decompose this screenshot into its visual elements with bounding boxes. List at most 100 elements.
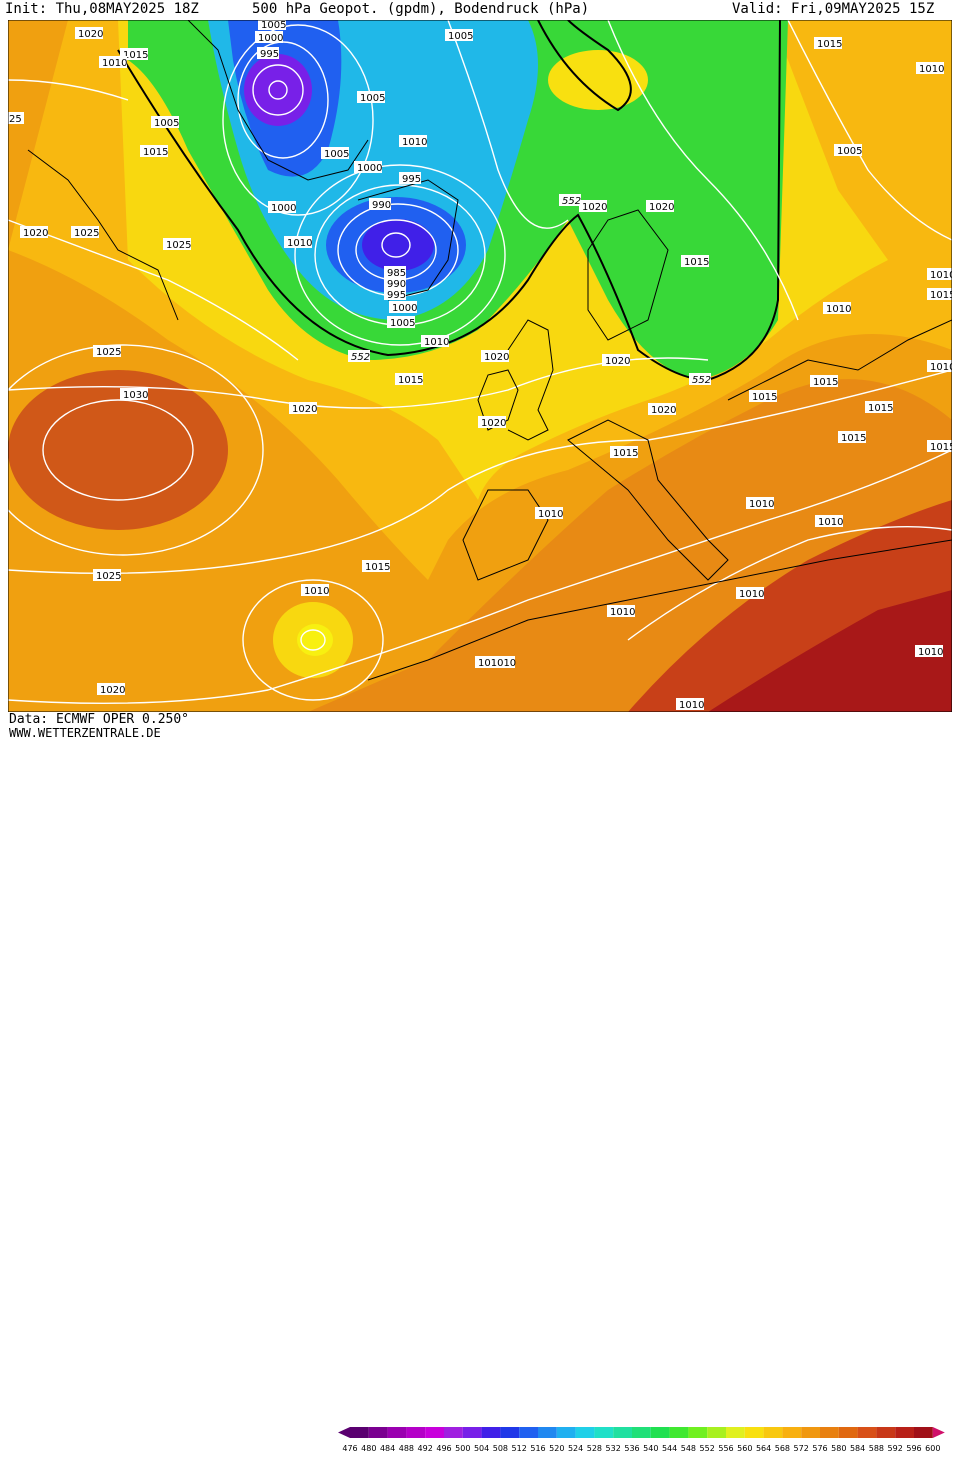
legend-arrow-left (338, 1427, 350, 1438)
svg-text:1015: 1015 (684, 257, 709, 268)
legend-tick-label: 584 (850, 1444, 865, 1453)
legend-tick-label: 592 (888, 1444, 903, 1453)
svg-text:995: 995 (387, 290, 406, 301)
isobar-label: 1010 (399, 135, 427, 148)
svg-text:1010: 1010 (402, 137, 427, 148)
isobar-label: 1005 (357, 91, 385, 104)
svg-text:1015: 1015 (365, 562, 390, 573)
isobar-label: 1015 (927, 288, 952, 301)
svg-text:1020: 1020 (605, 356, 630, 367)
warm-region-atlantic (8, 370, 228, 530)
svg-text:1005: 1005 (261, 20, 286, 31)
isobar-label: 1005 (445, 29, 473, 42)
legend-tick-label: 488 (399, 1444, 414, 1453)
legend-tick-label: 540 (643, 1444, 658, 1453)
svg-text:25: 25 (9, 114, 22, 125)
legend-swatch (801, 1427, 820, 1438)
legend-tick-label: 572 (794, 1444, 809, 1453)
isobar-label: 1005 (834, 144, 862, 157)
svg-text:1010: 1010 (538, 509, 563, 520)
isobar-label: 1000 (268, 201, 296, 214)
isobar-label: 1010 (284, 236, 312, 249)
svg-text:1015: 1015 (930, 442, 952, 453)
low-center-south (362, 219, 434, 271)
isobar-label: 1015 (610, 446, 638, 459)
svg-text:1010: 1010 (930, 362, 952, 373)
legend-swatch (481, 1427, 501, 1438)
legend-swatch (575, 1427, 595, 1438)
footer: Data: ECMWF OPER 0.250° WWW.WETTERZENTRA… (0, 712, 959, 1453)
svg-text:995: 995 (260, 49, 279, 60)
svg-text:1020: 1020 (484, 352, 509, 363)
isobar-label: 1010 (815, 515, 843, 528)
svg-text:1020: 1020 (651, 405, 676, 416)
isobar-label: 1010 (535, 507, 563, 520)
isobar-label: 1015 (749, 390, 777, 403)
svg-text:1025: 1025 (96, 347, 121, 358)
isobar-label: 1020 (20, 226, 48, 239)
svg-text:1020: 1020 (23, 228, 48, 239)
legend-tick-label: 508 (493, 1444, 508, 1453)
isobar-label: 25 (8, 112, 24, 125)
isobar-label: 1020 (75, 27, 103, 40)
svg-text:1020: 1020 (649, 202, 674, 213)
isobar-label: 1020 (97, 683, 125, 696)
svg-text:1000: 1000 (357, 163, 382, 174)
isobar-label: 1000 (255, 31, 283, 44)
svg-text:1015: 1015 (817, 39, 842, 50)
svg-text:1020: 1020 (582, 202, 607, 213)
valid-time-label: Valid: Fri,09MAY2025 15Z (732, 1, 935, 17)
svg-text:990: 990 (387, 279, 406, 290)
isobar-label: 1015 (395, 373, 423, 386)
legend-tick-label: 480 (361, 1444, 376, 1453)
isobar-label: 1010 (823, 302, 851, 315)
legend-tick-label: 524 (568, 1444, 583, 1453)
svg-text:552: 552 (692, 375, 711, 386)
legend-swatch (763, 1427, 783, 1438)
legend-tick-label: 588 (869, 1444, 884, 1453)
isobar-label: 1015 (681, 255, 709, 268)
isobar-label: 1020 (602, 354, 630, 367)
legend-tick-label: 548 (681, 1444, 696, 1453)
legend-swatch (669, 1427, 689, 1438)
svg-text:1015: 1015 (752, 392, 777, 403)
isobar-labels: 1020 1015 1010 1005 1015 1005 1000 995 1… (8, 20, 952, 711)
svg-text:1025: 1025 (166, 240, 191, 251)
svg-text:1005: 1005 (154, 118, 179, 129)
svg-text:552: 552 (562, 196, 581, 207)
legend-tick-label: 484 (380, 1444, 395, 1453)
svg-text:1020: 1020 (100, 685, 125, 696)
legend-swatch (688, 1427, 708, 1438)
legend-swatch (914, 1427, 933, 1438)
legend-swatch (538, 1427, 557, 1438)
svg-text:1010: 1010 (826, 304, 851, 315)
isobar-label: 1030 (120, 388, 148, 401)
svg-text:1010: 1010 (304, 586, 329, 597)
isobar-label: 1005 (387, 316, 415, 329)
svg-text:1015: 1015 (868, 403, 893, 414)
legend-swatch (707, 1427, 726, 1438)
legend-tick-label: 568 (775, 1444, 790, 1453)
coastlines (27, 20, 952, 681)
legend-swatch (613, 1427, 632, 1438)
legend-tick-label: 500 (455, 1444, 470, 1453)
legend-tick-label: 552 (700, 1444, 715, 1453)
legend-tick-label: 492 (418, 1444, 433, 1453)
legend-swatch (726, 1427, 745, 1438)
isobar-label: 1020 (289, 402, 317, 415)
legend-tick-label: 520 (549, 1444, 564, 1453)
legend-tick-label: 536 (624, 1444, 639, 1453)
legend-swatch (820, 1427, 839, 1438)
svg-text:1005: 1005 (390, 318, 415, 329)
isobar-label: 1010 (421, 335, 449, 348)
cut-off-low-center (297, 624, 333, 656)
svg-text:985: 985 (387, 268, 406, 279)
isobar-label: 1020 (648, 403, 676, 416)
isobar-label: 1020 (481, 350, 509, 363)
isobar-label: 1005 (258, 20, 286, 31)
legend-swatch (444, 1427, 463, 1438)
legend-swatch (632, 1427, 651, 1438)
svg-text:1005: 1005 (448, 31, 473, 42)
svg-text:1020: 1020 (481, 418, 506, 429)
legend-tick-label: 504 (474, 1444, 489, 1453)
